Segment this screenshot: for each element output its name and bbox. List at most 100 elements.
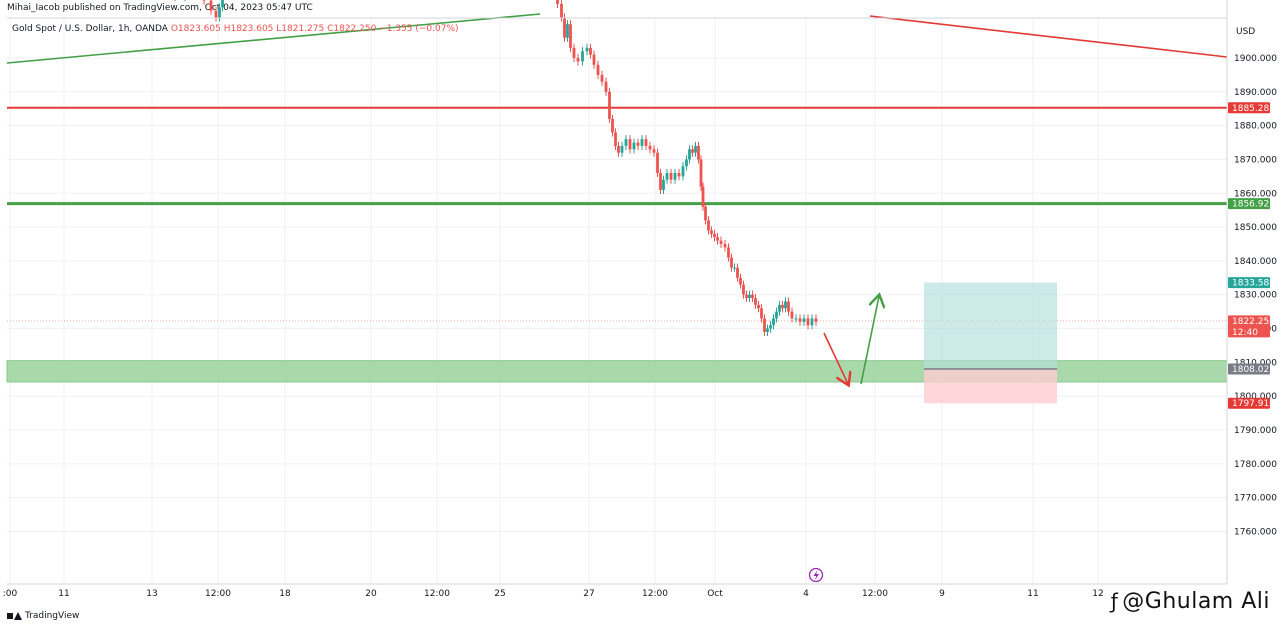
main-candle[interactable]	[697, 145, 700, 160]
early-candle[interactable]	[214, 10, 218, 18]
main-candle[interactable]	[648, 145, 652, 150]
price-tick-label: 1900.000	[1234, 54, 1277, 64]
main-candle[interactable]	[810, 318, 814, 326]
main-candle[interactable]	[617, 145, 620, 153]
badge-target-bg	[1228, 277, 1270, 289]
early-candle[interactable]	[218, 7, 221, 18]
main-candle[interactable]	[748, 294, 751, 299]
main-candle[interactable]	[707, 220, 710, 231]
main-candle[interactable]	[585, 47, 589, 52]
main-candle[interactable]	[739, 277, 742, 285]
main-candle[interactable]	[624, 139, 628, 146]
main-candle[interactable]	[566, 24, 569, 38]
green-trendline[interactable]	[6, 13, 541, 64]
main-candle[interactable]	[665, 172, 669, 180]
main-candle[interactable]	[778, 304, 781, 312]
main-candle[interactable]	[614, 132, 617, 146]
main-candle[interactable]	[581, 51, 584, 62]
early-candle[interactable]	[202, 0, 206, 1]
main-candle[interactable]	[644, 139, 648, 146]
position-target-zone[interactable]	[924, 282, 1057, 370]
main-candle[interactable]	[727, 247, 730, 258]
main-candle[interactable]	[636, 142, 640, 146]
main-candle[interactable]	[775, 311, 778, 319]
projection-up-arrow[interactable]	[860, 296, 879, 385]
main-candle[interactable]	[681, 166, 685, 177]
position-stop-zone[interactable]	[924, 369, 1057, 404]
main-candle[interactable]	[736, 267, 739, 278]
main-candle[interactable]	[763, 318, 766, 332]
main-candle[interactable]	[757, 304, 760, 309]
red-trendline[interactable]	[869, 15, 1228, 58]
main-candle[interactable]	[699, 159, 703, 187]
early-candle[interactable]	[221, 0, 224, 8]
main-candle[interactable]	[563, 17, 566, 38]
main-candle[interactable]	[769, 325, 772, 329]
main-candle[interactable]	[704, 206, 707, 221]
main-candle[interactable]	[794, 318, 798, 320]
badge-stop: 1797.916	[1232, 399, 1275, 409]
main-candle[interactable]	[677, 172, 681, 177]
main-candle[interactable]	[640, 139, 644, 146]
main-candle[interactable]	[576, 58, 580, 62]
main-candle[interactable]	[760, 308, 763, 319]
main-candle[interactable]	[632, 142, 636, 150]
main-candle[interactable]	[669, 172, 673, 180]
main-candle[interactable]	[802, 318, 806, 322]
main-candle[interactable]	[560, 3, 563, 18]
main-candle[interactable]	[733, 267, 736, 269]
main-candle[interactable]	[772, 318, 775, 326]
main-candle[interactable]	[569, 24, 572, 48]
main-candle[interactable]	[766, 328, 769, 332]
main-candle[interactable]	[784, 301, 787, 309]
main-candle[interactable]	[710, 230, 713, 234]
early-candle[interactable]	[209, 0, 213, 11]
time-tick-label: 12	[1092, 589, 1103, 599]
projection-down-arrow[interactable]	[823, 332, 848, 384]
main-candle[interactable]	[572, 47, 576, 58]
main-candle[interactable]	[787, 301, 790, 312]
main-candle[interactable]	[806, 318, 810, 326]
main-candle[interactable]	[814, 318, 818, 322]
main-candle[interactable]	[694, 145, 697, 153]
main-candle[interactable]	[592, 54, 596, 65]
main-candle[interactable]	[656, 152, 659, 173]
time-tick-label: Oct	[707, 589, 723, 599]
main-candle[interactable]	[659, 172, 662, 190]
main-candle[interactable]	[790, 311, 794, 319]
main-candle[interactable]	[745, 294, 748, 299]
main-candle[interactable]	[652, 149, 656, 153]
main-candle[interactable]	[730, 257, 733, 268]
tradingview-logo-icon	[7, 612, 22, 620]
main-candle[interactable]	[719, 240, 723, 244]
main-candle[interactable]	[589, 47, 592, 55]
main-candle[interactable]	[754, 298, 757, 305]
symbol-legend[interactable]: Gold Spot / U.S. Dollar, 1h, OANDA O1823…	[12, 24, 459, 34]
main-candle[interactable]	[701, 186, 705, 207]
main-candle[interactable]	[611, 118, 614, 133]
main-candle[interactable]	[798, 318, 802, 322]
main-candle[interactable]	[716, 237, 719, 241]
main-candle[interactable]	[673, 172, 677, 180]
main-candle[interactable]	[628, 139, 632, 150]
main-candle[interactable]	[662, 179, 665, 190]
main-candle[interactable]	[723, 244, 727, 248]
main-candle[interactable]	[608, 91, 611, 119]
main-candle[interactable]	[751, 294, 754, 299]
main-candle[interactable]	[742, 284, 745, 295]
main-candle[interactable]	[596, 64, 600, 75]
main-candle[interactable]	[604, 81, 608, 92]
main-candle[interactable]	[781, 304, 784, 309]
main-candle[interactable]	[556, 0, 559, 4]
time-tick-label: 13	[146, 589, 157, 599]
symbol-name: Gold Spot / U.S. Dollar, 1h, OANDA	[12, 24, 168, 34]
tradingview-logo[interactable]: TradingView	[7, 611, 79, 621]
main-candle[interactable]	[713, 233, 716, 238]
main-candle[interactable]	[688, 149, 691, 160]
main-candle[interactable]	[620, 145, 624, 153]
main-candle[interactable]	[600, 74, 604, 82]
main-candle[interactable]	[685, 159, 688, 167]
price-tick-label: 1850.000	[1234, 223, 1277, 233]
main-candle[interactable]	[691, 149, 694, 153]
